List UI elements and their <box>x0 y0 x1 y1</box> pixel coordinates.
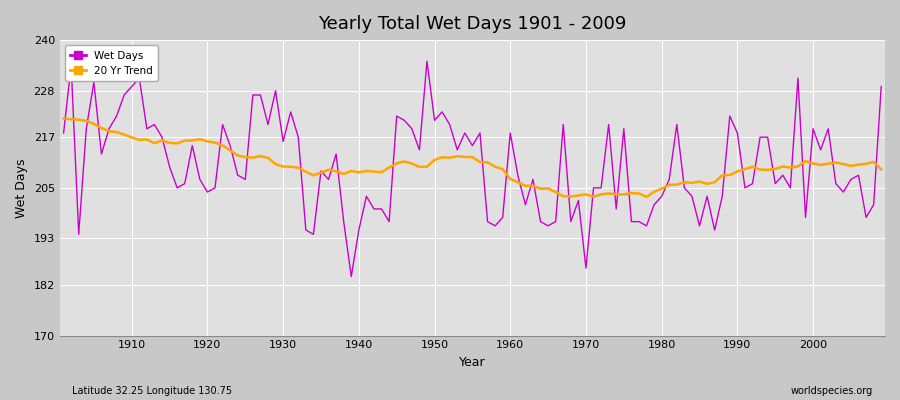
Legend: Wet Days, 20 Yr Trend: Wet Days, 20 Yr Trend <box>65 45 158 81</box>
Y-axis label: Wet Days: Wet Days <box>15 158 28 218</box>
Title: Yearly Total Wet Days 1901 - 2009: Yearly Total Wet Days 1901 - 2009 <box>319 15 626 33</box>
Text: Latitude 32.25 Longitude 130.75: Latitude 32.25 Longitude 130.75 <box>72 386 232 396</box>
Text: worldspecies.org: worldspecies.org <box>791 386 873 396</box>
X-axis label: Year: Year <box>459 356 486 369</box>
